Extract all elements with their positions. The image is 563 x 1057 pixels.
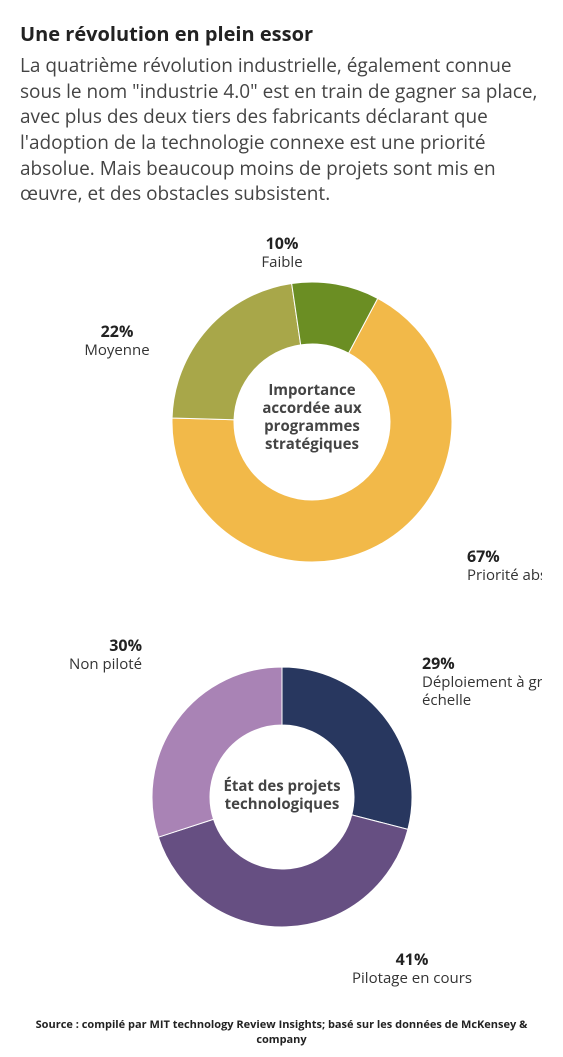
- donut-chart-1: 10% Faible 22% Moyenne 67% Priorité abso…: [22, 227, 542, 597]
- slice-label-pct: 29%: [422, 652, 455, 674]
- slice-label-pct: 10%: [265, 232, 298, 254]
- slice-label-pct: 30%: [109, 634, 142, 656]
- donut-center-text: Importance: [268, 380, 355, 400]
- slice-label-name: Pilotage en cours: [352, 968, 472, 988]
- source-caption: Source : compilé par MIT technology Revi…: [20, 1017, 543, 1047]
- donut-center-text: accordée aux: [262, 398, 362, 418]
- donut-slice: [158, 815, 408, 927]
- chart-importance: 10% Faible 22% Moyenne 67% Priorité abso…: [22, 227, 542, 597]
- slice-label-name: Faible: [261, 252, 302, 272]
- page-title: Une révolution en plein essor: [20, 20, 543, 47]
- slice-label-pct: 41%: [395, 948, 428, 970]
- slice-label-name: Moyenne: [84, 340, 149, 360]
- donut-center-text: technologiques: [224, 794, 339, 814]
- page-subtitle: La quatrième révolution industrielle, ég…: [20, 53, 543, 207]
- slice-label-name: échelle: [422, 690, 471, 710]
- slice-label-pct: 22%: [100, 320, 133, 342]
- donut-chart-2: 29% Déploiement à grand échelle 41% Pilo…: [22, 617, 542, 997]
- slice-label-name: Déploiement à grand: [422, 672, 542, 692]
- donut-center-text: État des projets: [223, 776, 340, 796]
- chart-etat-projets: 29% Déploiement à grand échelle 41% Pilo…: [22, 617, 542, 997]
- slice-label-name: Non piloté: [69, 654, 142, 674]
- donut-center-text: programmes: [264, 416, 360, 436]
- donut-center-text: stratégiques: [265, 434, 359, 454]
- slice-label-pct: 67%: [467, 545, 500, 567]
- slice-label-name: Priorité absolue: [467, 565, 542, 585]
